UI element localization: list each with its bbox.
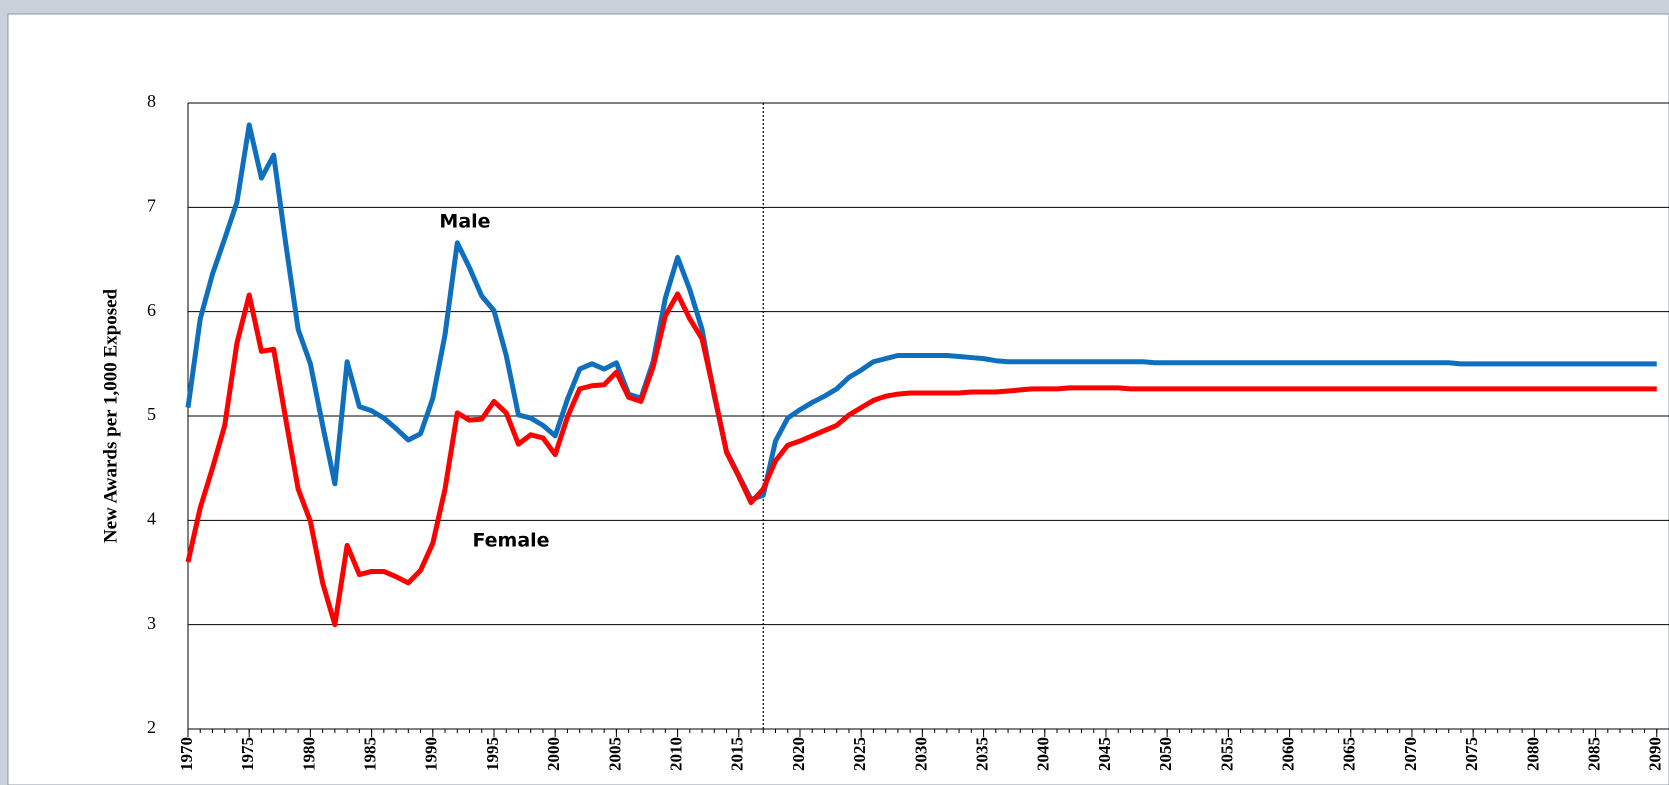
x-tick-label: 2005 [605, 737, 624, 771]
series-label: Male [439, 211, 490, 233]
x-tick-label: 2065 [1340, 737, 1359, 771]
x-tick-label: 1975 [238, 737, 257, 771]
x-tick-label: 1995 [483, 737, 502, 771]
y-tick-label: 4 [147, 508, 156, 528]
x-tick-label: 2035 [972, 737, 991, 771]
x-tick-label: 2020 [789, 737, 808, 771]
x-tick-label: 2010 [666, 737, 685, 771]
x-tick-label: 2090 [1646, 737, 1665, 771]
x-tick-label: 2070 [1401, 737, 1420, 771]
x-tick-label: 2025 [850, 737, 869, 771]
series-line [185, 291, 1657, 628]
y-axis-label: New Awards per 1,000 Exposed [100, 288, 121, 543]
series-line [185, 122, 1657, 502]
x-tick-label: 1985 [361, 737, 380, 771]
series-label: Female [472, 530, 549, 552]
x-tick-label: 2055 [1217, 737, 1236, 771]
x-tick-label: 2050 [1156, 737, 1175, 771]
x-tick-label: 2015 [728, 737, 747, 771]
y-tick-label: 7 [147, 195, 156, 215]
y-tick-label: 2 [147, 717, 156, 737]
x-tick-label: 2080 [1523, 737, 1542, 771]
x-tick-label: 2000 [544, 737, 563, 771]
y-tick-label: 6 [147, 300, 156, 320]
x-tick-label: 1990 [422, 737, 441, 771]
x-tick-label: 1970 [177, 737, 196, 771]
chart-panel [7, 13, 1669, 785]
x-tick-label: 2030 [911, 737, 930, 771]
x-tick-label: 2040 [1034, 737, 1053, 771]
x-tick-label: 1980 [299, 737, 318, 771]
x-tick-label: 2075 [1462, 737, 1481, 771]
y-tick-label: 3 [147, 613, 156, 633]
x-tick-label: 2045 [1095, 737, 1114, 771]
x-tick-label: 2085 [1584, 737, 1603, 771]
y-tick-label: 5 [147, 404, 156, 424]
y-tick-label: 8 [147, 91, 156, 111]
x-tick-label: 2060 [1278, 737, 1297, 771]
